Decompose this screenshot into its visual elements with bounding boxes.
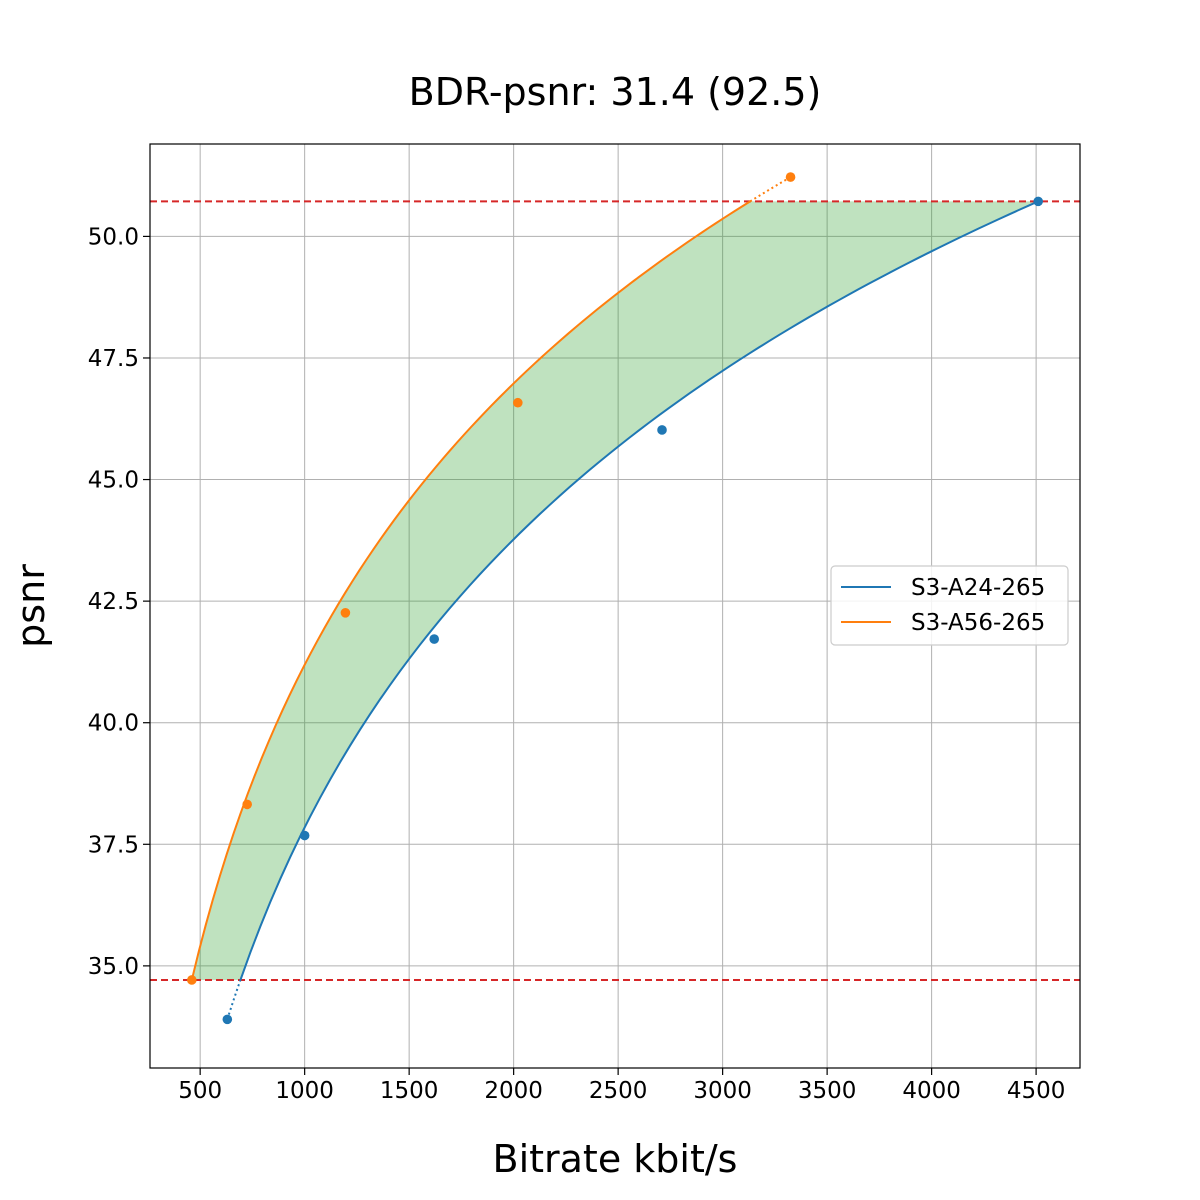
y-tick-label: 37.5 [88, 832, 139, 858]
x-tick-label: 3000 [693, 1078, 752, 1104]
x-tick-label: 2000 [484, 1078, 543, 1104]
y-tick-label: 50.0 [88, 224, 139, 250]
data-point-s3-a24-265 [1033, 196, 1044, 207]
data-point-s3-a24-265 [299, 830, 310, 841]
data-point-s3-a56-265 [340, 608, 351, 618]
y-tick-label: 40.0 [88, 711, 139, 737]
data-point-s3-a24-265 [222, 1014, 233, 1025]
fill-region [191, 201, 1039, 980]
legend-box [830, 565, 1069, 646]
x-tick-label: 2500 [589, 1078, 648, 1104]
x-tick-label: 4000 [902, 1078, 961, 1104]
series-extension-s3-a24-265 [226, 979, 242, 1020]
y-tick-label: 35.0 [88, 954, 139, 980]
data-point-s3-a56-265 [513, 397, 523, 408]
legend-label-s3-a24-265: S3-A24-265 [911, 575, 1045, 601]
legend-label-s3-a56-265: S3-A56-265 [911, 610, 1045, 636]
series-extension-s3-a56-265 [749, 176, 792, 203]
y-tick-label: 45.0 [88, 468, 139, 494]
data-point-s3-a24-265 [429, 634, 440, 644]
plot-frame [149, 143, 1081, 1069]
y-tick-label: 47.5 [88, 346, 139, 372]
series-line-s3-a24-265 [239, 200, 1039, 981]
x-axis-ticks: 500 1000 1500 2000 2500 3000 3500 4000 4500 [178, 1068, 1065, 1104]
reference-lines [150, 200, 1080, 981]
x-tick-label: 1000 [275, 1078, 334, 1104]
x-axis-label: Bitrate kbit/s [493, 1137, 738, 1181]
y-tick-label: 42.5 [88, 589, 139, 615]
data-point-s3-a56-265 [186, 975, 197, 985]
y-axis-label: psnr [9, 564, 53, 648]
plot-area [149, 143, 1081, 1069]
x-tick-label: 500 [178, 1078, 222, 1104]
data-point-s3-a56-265 [785, 172, 796, 182]
chart-title: BDR-psnr: 31.4 (92.5) [409, 70, 822, 114]
legend: S3-A24-265 S3-A56-265 [830, 565, 1069, 646]
fill-between-area [191, 201, 1039, 980]
series-lines [190, 176, 1039, 1020]
data-point-s3-a56-265 [242, 799, 252, 810]
series-markers [186, 172, 1044, 1025]
y-axis-ticks: 35.0 37.5 40.0 42.5 45.0 47.5 50.0 [88, 224, 150, 980]
x-tick-label: 3500 [798, 1078, 857, 1104]
series-line-s3-a56-265 [190, 200, 751, 981]
data-point-s3-a24-265 [657, 425, 667, 435]
x-tick-label: 1500 [380, 1078, 439, 1104]
x-tick-label: 4500 [1007, 1078, 1066, 1104]
